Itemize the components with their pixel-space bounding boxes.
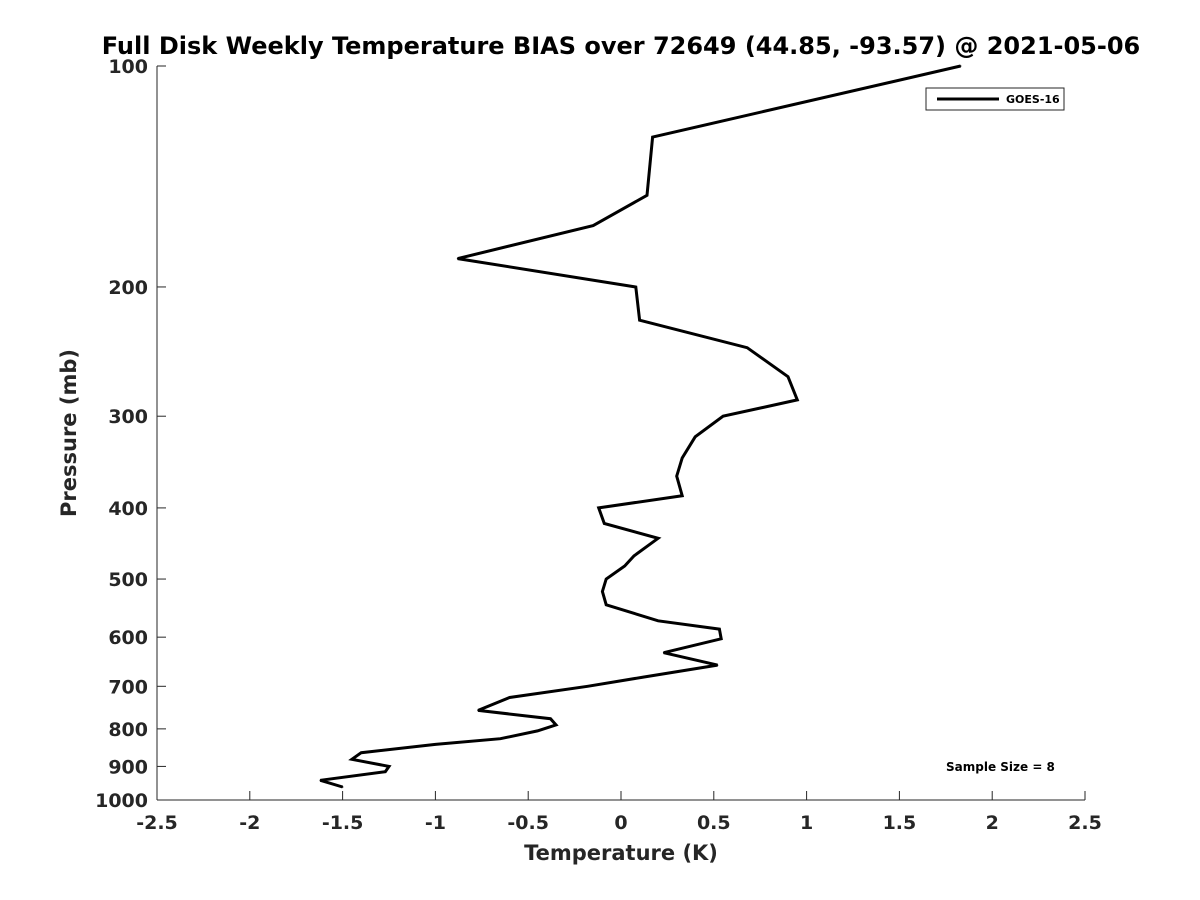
y-tick-label: 200 [108,277,148,299]
legend-label: GOES-16 [1006,93,1060,106]
data-point [434,743,437,746]
x-axis-ticks: -2.5 -2 -1.5 -1 -0.5 0 0.5 1 1.5 2 2.5 [136,791,1102,834]
data-point [635,286,637,288]
data-point [603,522,606,525]
x-tick-label: 2 [986,812,999,834]
y-axis-label: Pressure (mb) [57,349,81,517]
data-point [586,685,589,688]
y-tick-label: 400 [108,498,148,520]
data-point [549,717,552,720]
data-point [638,319,641,322]
data-point [319,779,322,782]
data-point [536,730,539,732]
data-point [592,224,594,227]
data-point [722,415,724,418]
data-point [646,194,648,197]
data-point [718,628,721,630]
y-tick-label: 300 [108,406,148,428]
y-tick-label: 700 [108,676,148,698]
data-point [477,709,479,712]
data-point [384,770,387,773]
data-point [720,637,723,640]
data-point [597,507,600,509]
sample-size-note: Sample Size = 8 [946,760,1055,774]
y-axis-ticks: 100 200 300 400 500 600 700 800 900 1000 [95,56,166,812]
x-axis-label: Temperature (K) [524,841,718,865]
x-tick-label: 1.5 [883,812,917,834]
data-point [694,435,697,438]
data-point [716,664,719,666]
data-point [662,651,665,654]
data-point [623,565,626,567]
data-point [959,65,962,67]
y-tick-label: 900 [108,756,148,778]
data-point [499,737,502,740]
y-tick-label: 800 [108,719,148,741]
x-tick-label: 2.5 [1068,812,1102,834]
data-point [681,494,684,497]
y-tick-label: 100 [108,56,148,78]
data-point [657,620,659,622]
data-point [351,758,353,761]
data-point [796,399,799,401]
data-point [601,590,604,593]
x-tick-label: -2 [239,812,260,834]
y-tick-label: 600 [108,627,148,649]
data-point [681,457,684,459]
x-tick-label: -1.5 [322,812,364,834]
chart-title: Full Disk Weekly Temperature BIAS over 7… [102,32,1141,60]
series-line-goes-16 [319,64,961,789]
x-tick-label: 0 [614,812,627,834]
x-tick-label: -1 [425,812,446,834]
data-point [388,765,390,768]
data-point [787,375,789,378]
data-point [651,136,654,138]
data-point [642,676,645,678]
data-point [360,751,362,754]
legend: GOES-16 [925,87,1065,111]
x-tick-label: 0.5 [697,812,731,834]
data-point [508,696,511,699]
data-point [341,786,344,788]
x-tick-label: -0.5 [507,812,549,834]
x-tick-label: 1 [800,812,813,834]
data-point [675,475,678,477]
y-tick-label: 1000 [95,790,148,812]
x-tick-label: -2.5 [136,812,178,834]
data-point [605,578,607,580]
data-point [746,346,749,349]
data-point [633,555,635,557]
data-point [456,257,459,260]
data-point [555,724,557,726]
data-point [657,537,659,540]
series-layer [319,64,962,789]
data-point [605,603,607,606]
y-tick-label: 500 [108,569,148,591]
